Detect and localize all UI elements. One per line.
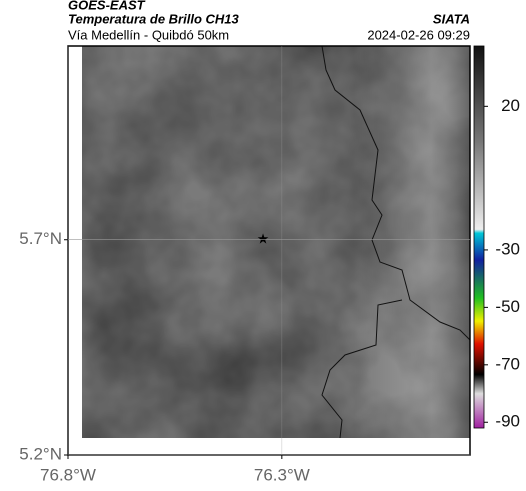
route-label: Vía Medellín - Quibdó 50km — [68, 27, 229, 42]
lat-tick-label: 5.2°N — [19, 444, 62, 463]
source-label: SIATA — [433, 11, 470, 26]
colorbar-tick-label: -70 — [495, 354, 520, 373]
satellite-name: GOES-EAST — [68, 0, 146, 12]
lon-tick-label: 76.8°W — [40, 465, 96, 484]
satellite-image — [82, 46, 470, 438]
colorbar-tick-label: -90 — [495, 412, 520, 431]
product-name: Temperatura de Brillo CH13 — [68, 11, 240, 26]
lon-tick-label: 76.3°W — [254, 465, 310, 484]
timestamp: 2024-02-26 09:29 — [367, 27, 470, 42]
colorbar-tick-label: -30 — [495, 239, 520, 258]
colorbar-tick-label: 20 — [501, 96, 520, 115]
lat-tick-label: 5.7°N — [19, 229, 62, 248]
image-shade — [82, 46, 470, 438]
location-marker: ★ — [257, 231, 270, 247]
coastline — [321, 46, 470, 438]
colorbar — [473, 45, 485, 429]
colorbar-tick-label: -50 — [495, 297, 520, 316]
